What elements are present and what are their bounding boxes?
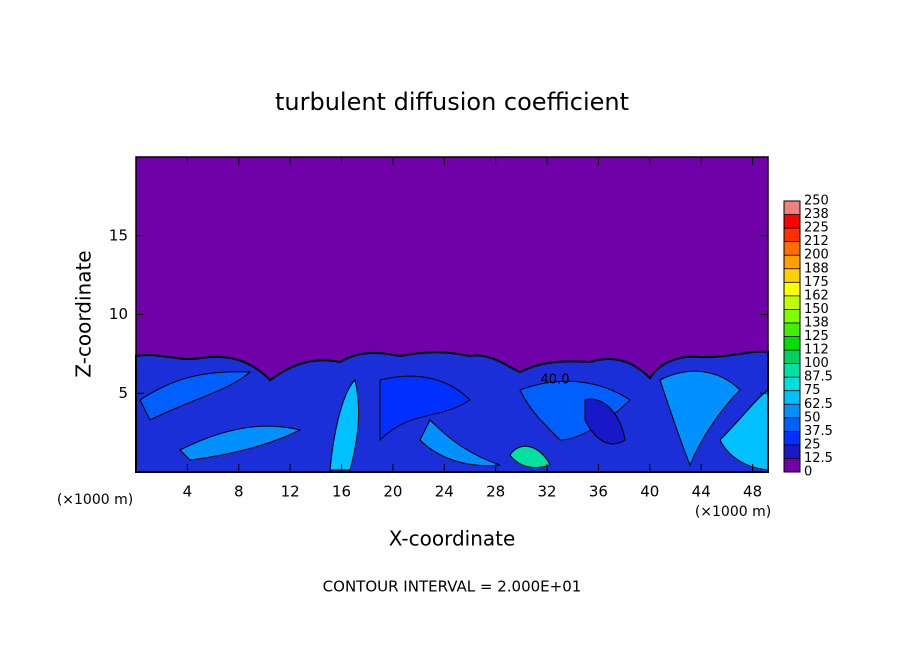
x-tick-label: 8: [234, 483, 244, 501]
colorbar-label: 25: [804, 437, 821, 452]
field-blob: [419, 419, 501, 467]
x-tick-label: 32: [538, 483, 557, 501]
x-tick-label: 36: [589, 483, 608, 501]
field: [135, 156, 769, 473]
colorbar-swatch: [784, 336, 800, 351]
colorbar-label: 200: [804, 248, 829, 263]
colorbar-swatch: [784, 255, 800, 269]
colorbar-swatch: [784, 404, 800, 418]
colorbar-label: 112: [804, 343, 829, 358]
colorbar-label: 250: [804, 194, 829, 209]
chart-title: turbulent diffusion coefficient: [275, 88, 629, 116]
x-tick-label: 28: [486, 483, 505, 501]
colorbar-label: 150: [804, 302, 829, 317]
x-tick-label: 24: [435, 483, 454, 501]
x-tick-label: 20: [383, 483, 402, 501]
colorbar-label: 50: [804, 410, 821, 425]
colorbar-swatch: [784, 390, 800, 405]
field-blob: [584, 398, 626, 445]
field-blob: [379, 375, 471, 442]
y-unit: (×1000 m): [57, 492, 133, 508]
colorbar-label: 12.5: [804, 451, 833, 466]
colorbar-label: 0: [804, 465, 812, 480]
field-blob: [329, 379, 360, 471]
colorbar-label: 125: [804, 329, 829, 344]
x-tick-label: 44: [692, 483, 711, 501]
colorbar-swatch: [784, 444, 800, 459]
x-axis-label: X-coordinate: [389, 527, 516, 551]
colorbar-swatch: [784, 363, 800, 378]
colorbar-swatch: [784, 458, 800, 472]
contour-label: 40.0: [541, 373, 570, 388]
y-tick-label: 10: [109, 305, 128, 323]
colorbar-label: 37.5: [804, 424, 833, 439]
field-blob: [179, 425, 302, 461]
field-blob: [659, 370, 741, 467]
colorbar-swatch: [784, 295, 800, 310]
colorbar-swatch: [784, 241, 800, 256]
colorbar-swatch: [784, 350, 800, 364]
colorbar-swatch: [784, 322, 800, 337]
x-tick-label: 40: [640, 483, 659, 501]
colorbar-label: 62.5: [804, 397, 833, 412]
colorbar-swatch: [784, 309, 800, 323]
x-unit: (×1000 m): [695, 504, 771, 520]
y-tick-label: 15: [109, 226, 128, 244]
colorbar-label: 188: [804, 261, 829, 276]
colorbar-swatch: [784, 268, 800, 283]
colorbar-swatch: [784, 201, 800, 215]
colorbar-label: 238: [804, 207, 829, 222]
field-blob: [509, 445, 551, 468]
colorbar-swatch: [784, 377, 800, 391]
colorbar-swatch: [784, 417, 800, 432]
x-tick-label: 16: [332, 483, 351, 501]
colorbar-label: 100: [804, 356, 829, 371]
x-tick-label: 48: [743, 483, 762, 501]
colorbar-label: 87.5: [804, 370, 833, 385]
y-tick-label: 5: [118, 384, 128, 402]
contour-interval-note: CONTOUR INTERVAL = 2.000E+01: [323, 578, 582, 596]
field-blob: [139, 371, 252, 421]
colorbar-label: 212: [804, 234, 829, 249]
colorbar-swatch: [784, 228, 800, 242]
colorbar-swatch: [784, 214, 800, 229]
colorbar-swatch: [784, 431, 800, 445]
colorbar-label: 75: [804, 383, 821, 398]
colorbar-label: 138: [804, 315, 829, 330]
colorbar-label: 162: [804, 288, 829, 303]
colorbar-label: 175: [804, 275, 829, 290]
y-axis-label: Z-coordinate: [72, 250, 96, 377]
colorbar-swatch: [784, 282, 800, 296]
x-tick-label: 12: [281, 483, 300, 501]
x-tick-label: 4: [183, 483, 193, 501]
colorbar-label: 225: [804, 221, 829, 236]
